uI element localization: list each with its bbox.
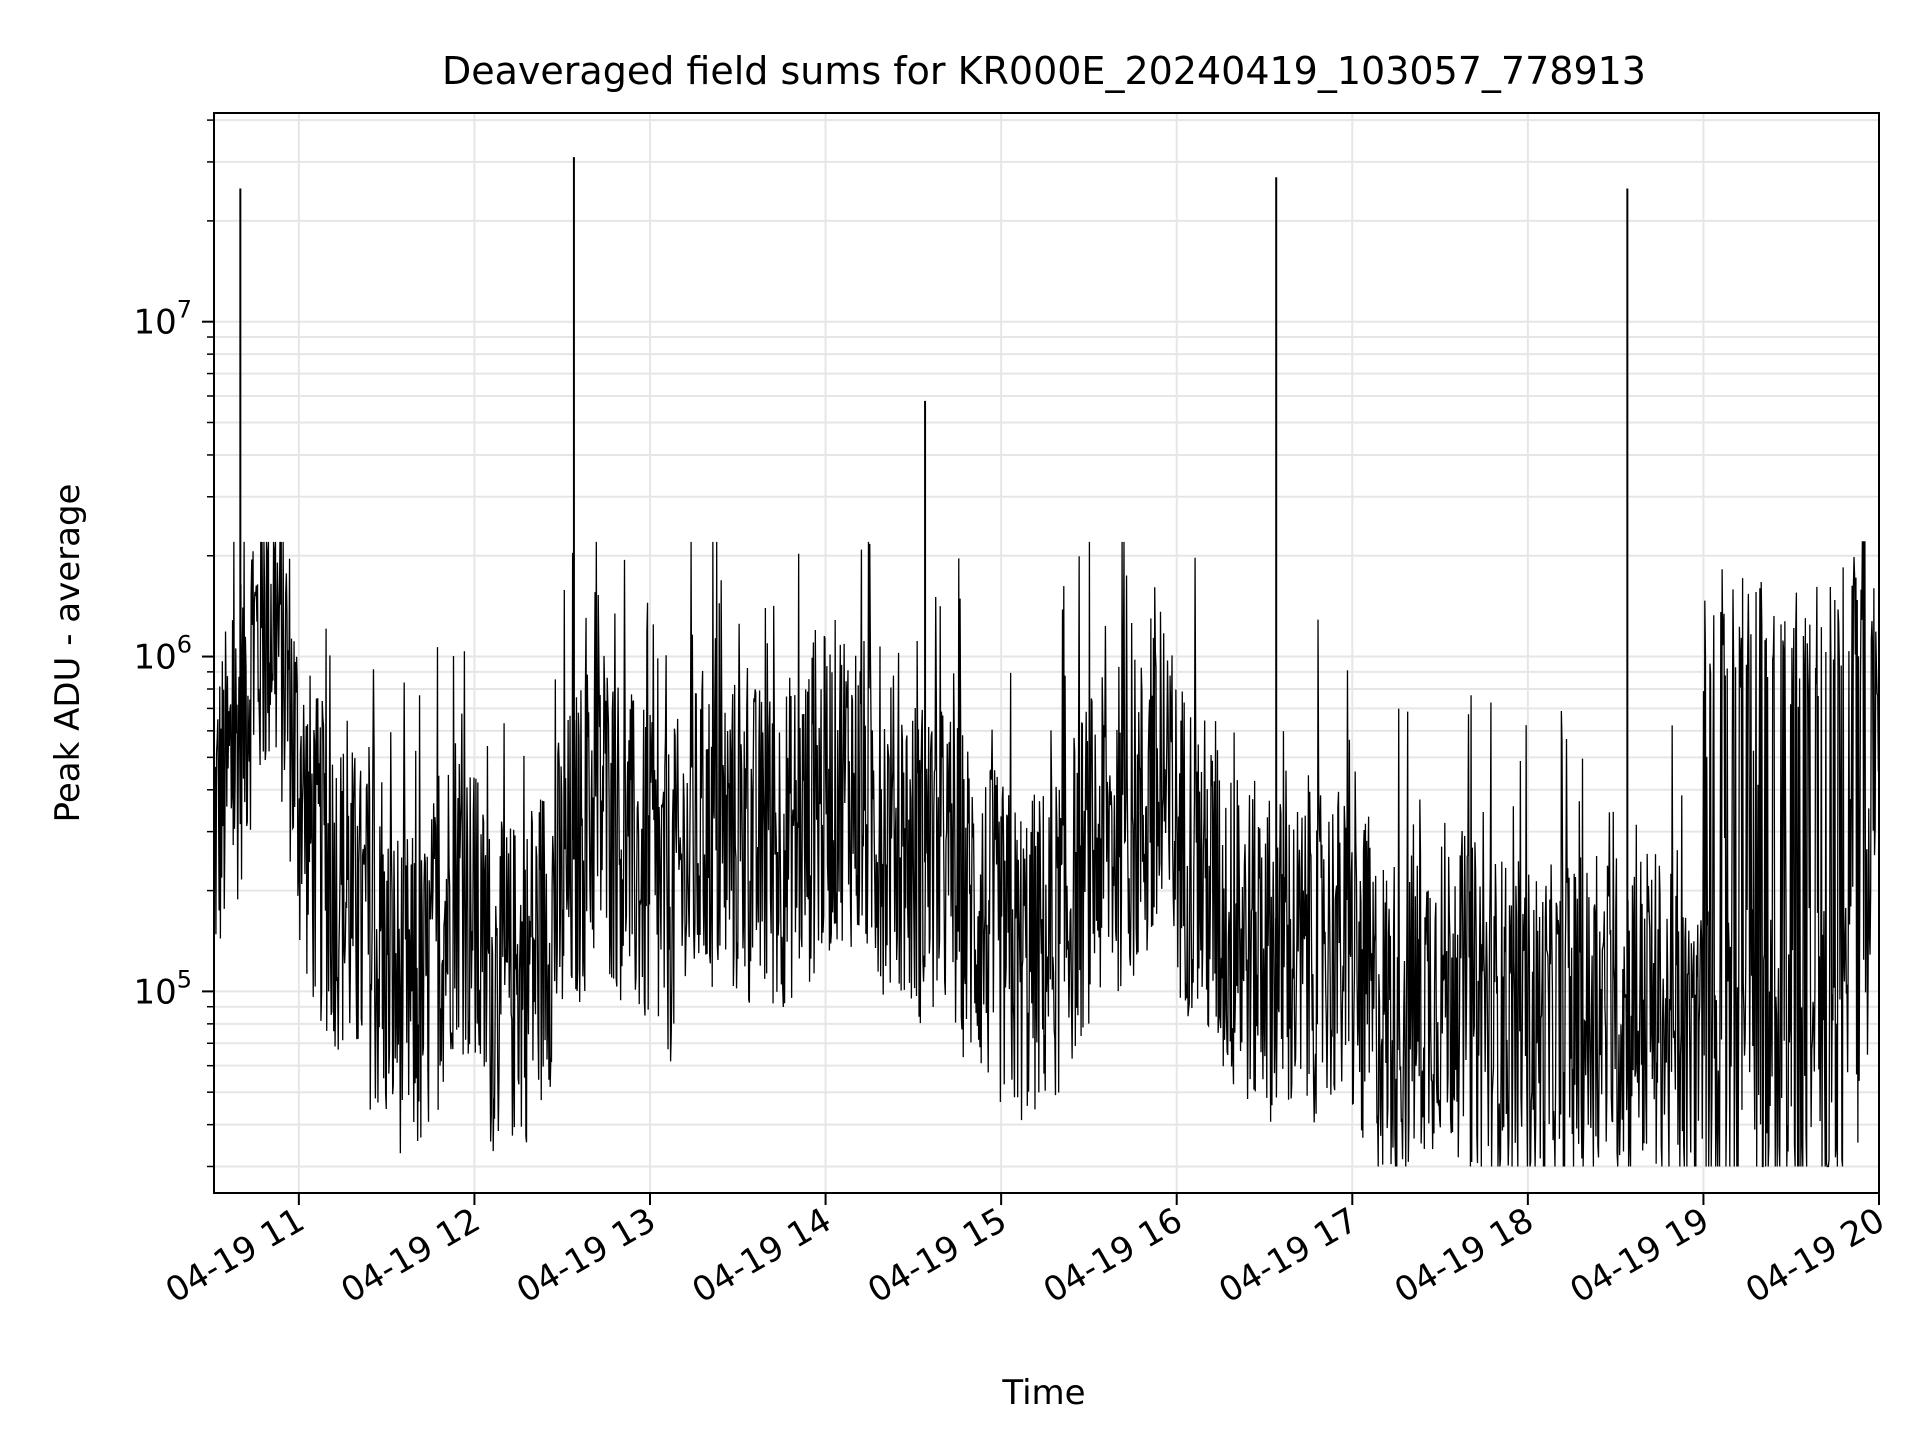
data-series-layer [214,157,1879,1168]
chart-title: Deaveraged field sums for KR000E_2024041… [442,49,1646,93]
y-tick-label: 107 [133,296,192,343]
y-tick-label: 105 [133,965,192,1012]
y-tick-label: 106 [133,631,192,678]
series-line [214,541,1879,1168]
y-axis-label: Peak ADU - average [48,484,88,823]
x-axis-label: Time [1001,1373,1085,1413]
plot-frame [213,112,1880,1194]
